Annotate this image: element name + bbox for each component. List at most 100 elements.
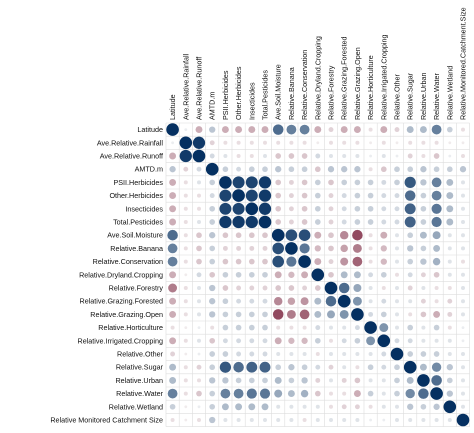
correlation-circle: [325, 295, 337, 307]
correlation-circle: [196, 272, 202, 278]
row-label: Relative.Forestry: [109, 284, 164, 293]
correlation-circle: [434, 140, 439, 145]
correlation-circle: [235, 271, 242, 278]
correlation-circle: [169, 297, 177, 305]
column-label: Relative.Other: [393, 73, 402, 120]
correlation-circle: [171, 141, 175, 145]
correlation-circle: [432, 231, 441, 240]
correlation-circle: [275, 166, 282, 173]
correlation-circle: [366, 336, 376, 346]
correlation-circle: [183, 166, 189, 172]
correlation-circle: [298, 229, 311, 242]
correlation-circle: [249, 154, 254, 158]
correlation-circle: [235, 258, 242, 265]
correlation-circle: [368, 311, 374, 317]
correlation-circle: [339, 230, 349, 240]
correlation-circle: [236, 166, 242, 172]
row-label: Total.Pesticides: [113, 218, 163, 227]
correlation-circle: [340, 271, 348, 279]
correlation-circle: [314, 245, 321, 252]
correlation-circle: [432, 257, 441, 266]
correlation-circle: [315, 352, 320, 356]
correlation-circle: [301, 192, 308, 199]
correlation-circle: [328, 127, 334, 133]
correlation-circle: [446, 178, 454, 186]
correlation-circle: [431, 190, 442, 201]
correlation-circle: [328, 259, 334, 265]
correlation-circle: [406, 376, 414, 384]
correlation-circle: [275, 153, 282, 159]
correlation-circle: [302, 352, 307, 356]
correlation-circle: [351, 308, 364, 321]
correlation-circle: [169, 310, 177, 318]
correlation-circle: [209, 416, 216, 424]
correlation-circle: [354, 179, 361, 186]
correlation-circle: [394, 377, 400, 384]
correlation-circle: [248, 311, 255, 318]
correlation-circle: [342, 140, 347, 145]
correlation-circle: [433, 310, 441, 318]
correlation-circle: [446, 364, 453, 371]
correlation-circle: [446, 205, 454, 213]
correlation-circle: [461, 220, 465, 224]
correlation-circle: [209, 193, 215, 199]
correlation-circle: [167, 256, 178, 267]
correlation-circle: [222, 258, 229, 265]
correlation-circle: [183, 391, 188, 396]
correlation-circle: [394, 166, 400, 173]
correlation-circle: [420, 272, 426, 278]
correlation-circle: [447, 246, 452, 251]
correlation-circle: [197, 338, 201, 343]
correlation-circle: [263, 418, 267, 422]
correlation-circle: [302, 325, 307, 330]
correlation-circle: [183, 365, 188, 370]
correlation-circle: [262, 245, 268, 251]
correlation-circle: [368, 167, 373, 172]
correlation-circle: [301, 364, 308, 371]
correlation-circle: [461, 259, 465, 264]
correlation-circle: [262, 311, 268, 318]
correlation-circle: [299, 309, 310, 320]
row-label: Relative.Irrigated.Cropping: [78, 336, 164, 345]
row-label: Relative.Grazing.Forested: [80, 297, 164, 306]
column-label: Ave.Relative.Rainfall: [181, 53, 190, 120]
correlation-circle: [286, 309, 296, 319]
grid: [165, 122, 470, 427]
correlation-circle: [197, 220, 201, 224]
correlation-circle: [183, 246, 188, 251]
correlation-circle: [232, 189, 245, 202]
correlation-circle: [433, 166, 440, 173]
correlation-circle: [381, 206, 387, 212]
row-label: AMTD.m: [135, 165, 163, 174]
correlation-circle: [328, 245, 334, 252]
correlation-circle: [276, 352, 281, 356]
correlation-circle: [328, 219, 334, 225]
correlation-circle: [341, 338, 347, 344]
row-label: Relative.Horticulture: [98, 323, 163, 332]
correlation-circle: [235, 403, 243, 411]
correlation-circle: [301, 166, 308, 173]
correlation-circle: [245, 215, 258, 229]
correlation-circle: [327, 166, 335, 173]
correlation-circle: [285, 229, 298, 242]
correlation-circle: [235, 377, 242, 384]
column-label: Other.Herbicides: [234, 66, 243, 120]
correlation-circle: [367, 219, 374, 225]
column-label: Relative.Horticulture: [366, 55, 375, 120]
correlation-circle: [183, 193, 188, 198]
correlation-circle: [169, 271, 177, 279]
correlation-circle: [209, 403, 216, 410]
correlation-circle: [394, 390, 400, 397]
correlation-circle: [276, 325, 281, 330]
correlation-circle: [302, 404, 307, 409]
correlation-circle: [222, 311, 229, 318]
correlation-circle: [447, 311, 453, 317]
correlation-circle: [420, 205, 427, 212]
correlation-circle: [273, 296, 283, 306]
correlation-circle: [315, 325, 321, 331]
correlation-circle: [447, 352, 452, 356]
correlation-circle: [407, 338, 413, 344]
correlation-circle: [274, 376, 282, 384]
correlation-circle: [420, 166, 427, 173]
correlation-circle: [222, 351, 229, 357]
